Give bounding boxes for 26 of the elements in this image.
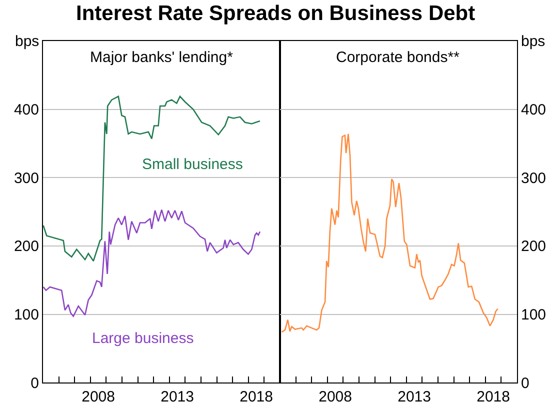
line-series (43, 96, 261, 262)
y-tick-label: 0 (30, 374, 39, 392)
line-series (281, 133, 498, 333)
x-tick-label: 2013 (160, 388, 194, 406)
x-tick-label: 2008 (82, 388, 115, 406)
x-tick-label: 2018 (476, 388, 510, 406)
y-tick-label: 400 (521, 102, 546, 119)
text: Corporate bonds** (336, 49, 460, 66)
y-axis-title: bps (15, 33, 40, 50)
y-tick-label: 200 (14, 238, 39, 256)
y-tick-label: 300 (521, 170, 546, 187)
y-tick-label: 300 (14, 170, 39, 187)
line-series (43, 209, 261, 317)
y-tick-label: 0 (521, 374, 530, 392)
x-tick-label: 2018 (240, 388, 273, 406)
x-tick-label: 2008 (318, 388, 352, 406)
series-label: Large business (92, 330, 194, 347)
x-tick-label: 2013 (398, 388, 431, 406)
text: Major banks' lending* (90, 49, 234, 66)
y-tick-label: 200 (521, 238, 546, 256)
chart-title: Interest Rate Spreads on Business Debt (76, 2, 476, 25)
y-axis-title: bps (521, 33, 546, 50)
y-tick-label: 100 (521, 306, 546, 324)
series-label: Small business (142, 156, 243, 173)
y-tick-label: 400 (14, 102, 39, 119)
y-tick-label: 100 (14, 306, 39, 324)
